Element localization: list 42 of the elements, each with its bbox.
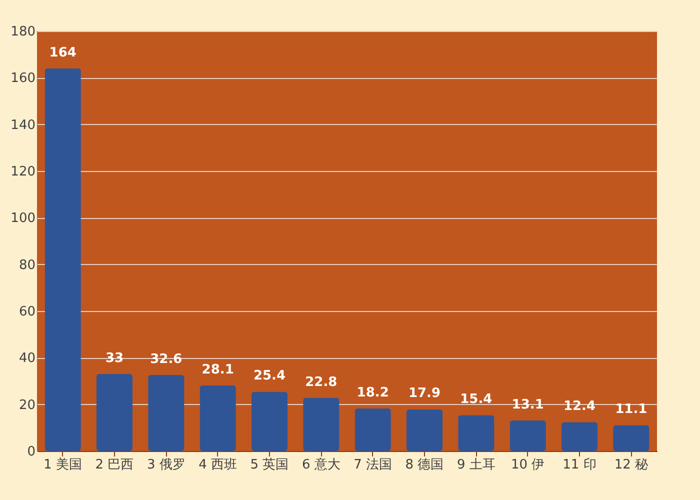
y-tick-label: 60 — [18, 304, 36, 320]
bar — [200, 385, 236, 451]
y-tick-label: 0 — [27, 444, 36, 460]
data-label: 22.8 — [305, 374, 338, 390]
bar — [96, 374, 133, 451]
y-tick-label: 40 — [18, 351, 36, 366]
y-tick-label: 80 — [18, 258, 36, 273]
y-tick-label: 160 — [10, 71, 36, 86]
x-tick-label: 11 印 — [562, 458, 596, 472]
bar — [354, 408, 391, 451]
y-tick-label: 120 — [10, 164, 36, 180]
x-tick-label: 2 巴西 — [95, 458, 134, 472]
y-tick-label: 140 — [10, 118, 36, 133]
data-label: 28.1 — [202, 362, 234, 378]
data-label: 17.9 — [408, 386, 441, 402]
data-label: 164 — [49, 45, 76, 60]
data-label: 25.4 — [253, 368, 286, 384]
bar — [561, 422, 598, 451]
bar — [44, 68, 81, 451]
y-tick-label: 100 — [10, 211, 36, 226]
y-tick-label: 20 — [18, 398, 36, 413]
bar — [406, 409, 443, 451]
x-tick-label: 10 伊 — [510, 458, 545, 472]
x-tick-label: 7 法国 — [354, 458, 392, 472]
x-tick-label: 9 土耳 — [456, 458, 496, 472]
bar — [510, 420, 546, 451]
data-label: 11.1 — [615, 402, 648, 418]
bar — [458, 415, 494, 451]
x-tick-label: 1 美国 — [44, 456, 82, 472]
data-label: 18.2 — [356, 386, 389, 401]
x-tick-label: 5 英国 — [250, 458, 289, 472]
x-tick-label: 4 西班 — [198, 458, 238, 472]
bar — [613, 425, 650, 451]
x-tick-label: 8 德国 — [405, 458, 444, 472]
bar — [303, 398, 340, 451]
data-label: 15.4 — [460, 392, 492, 408]
x-tick-label: 3 俄罗 — [146, 458, 186, 472]
bar — [148, 374, 184, 451]
x-tick-label: 6 意大 — [302, 458, 340, 472]
x-tick-label: 12 秘 — [614, 458, 648, 472]
y-tick-label: 180 — [10, 24, 36, 40]
bar — [251, 392, 288, 451]
